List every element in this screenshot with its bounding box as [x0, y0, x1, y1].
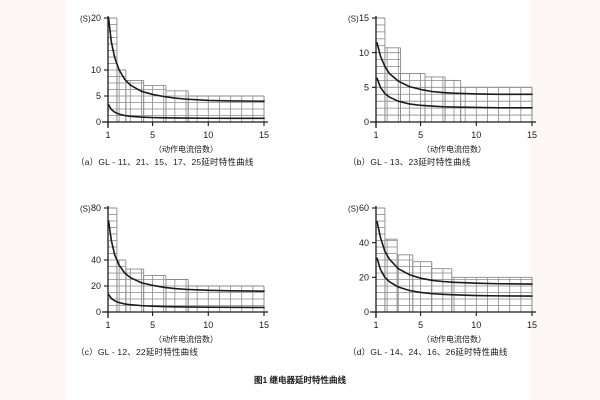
curves — [107, 17, 265, 120]
x-axis-title: （动作电流倍数） — [154, 144, 218, 154]
x-tick-label: 1 — [105, 130, 110, 140]
y-tick-label: 5 — [96, 91, 101, 101]
x-tick-label: 1 — [373, 130, 378, 140]
curve-lower-limit-curve — [107, 104, 265, 120]
curve-upper-limit-curve — [376, 221, 533, 285]
y-tick-label: 0 — [364, 117, 369, 127]
x-axis-title: （动作电流倍数） — [154, 334, 218, 344]
curve-lower-limit-curve — [376, 77, 533, 109]
y-tick-label: 60 — [359, 203, 369, 213]
figure-sheet — [67, 0, 530, 400]
axes — [370, 16, 536, 128]
chart-panel-c: 0 20 40 80 1 5 10 15 (S) （动作电流倍数） （c）GL - 12、22延时… — [72, 194, 272, 364]
chart-panel-a: 0 5 10 20 1 5 10 15 (S) （动作电流倍数） （a）GL - 11、21、15… — [72, 4, 272, 174]
grid-lines — [107, 207, 265, 313]
x-tick-label: 10 — [471, 320, 481, 330]
curve-lower-limit-curve — [376, 257, 533, 297]
x-tick-label: 5 — [150, 320, 155, 330]
axes — [102, 16, 268, 128]
grid-lines — [375, 207, 533, 313]
x-tick-label: 5 — [418, 320, 423, 330]
x-tick-label: 15 — [259, 320, 269, 330]
x-tick-label: 10 — [203, 320, 213, 330]
grid-lines — [107, 17, 265, 123]
curves — [376, 221, 533, 297]
y-axis-unit-label: (S) — [80, 15, 91, 24]
x-tick-label: 1 — [105, 320, 110, 330]
y-tick-label: 0 — [96, 307, 101, 317]
y-tick-label: 5 — [364, 83, 369, 93]
chart-panel-d: 0 20 40 60 1 5 10 15 (S) （动作电流倍数） （d）GL - 14、24、1… — [340, 194, 540, 364]
y-tick-label: 0 — [364, 307, 369, 317]
y-tick-label: 10 — [359, 48, 369, 58]
y-tick-label: 80 — [91, 203, 101, 213]
y-axis-unit-label: (S) — [80, 205, 91, 214]
y-axis-unit-label: (S) — [348, 205, 359, 214]
x-tick-label: 10 — [203, 130, 213, 140]
curve-upper-limit-curve — [376, 42, 533, 96]
y-tick-label: 15 — [359, 13, 369, 23]
x-tick-label: 10 — [471, 130, 481, 140]
panel-caption-d: （d）GL - 14、24、16、26延时特性曲线 — [348, 347, 508, 357]
y-tick-label: 10 — [91, 65, 101, 75]
y-tick-label: 0 — [96, 117, 101, 127]
x-tick-label: 15 — [527, 130, 537, 140]
curve-upper-limit-curve — [107, 220, 265, 292]
y-axis-unit-label: (S) — [348, 15, 359, 24]
curves — [376, 42, 533, 109]
y-tick-label: 20 — [91, 13, 101, 23]
chart-panel-b: 0 5 10 15 1 5 10 15 (S) （动作电流倍数） （b）GL - 13、23延时特… — [340, 4, 540, 174]
y-tick-label: 20 — [91, 281, 101, 291]
x-tick-label: 5 — [150, 130, 155, 140]
curve-upper-limit-curve — [107, 17, 265, 102]
y-tick-label: 20 — [359, 273, 369, 283]
x-tick-label: 15 — [527, 320, 537, 330]
curve-lower-limit-curve — [107, 293, 265, 309]
panel-caption-a: （a）GL - 11、21、15、17、25延时特性曲线 — [76, 157, 254, 167]
y-tick-label: 40 — [359, 238, 369, 248]
figure-caption: 图1 继电器延时特性曲线 — [253, 375, 347, 385]
panel-caption-b: （b）GL - 13、23延时特性曲线 — [348, 157, 471, 167]
x-tick-label: 15 — [259, 130, 269, 140]
x-axis-title: （动作电流倍数） — [422, 334, 486, 344]
x-tick-label: 5 — [418, 130, 423, 140]
x-axis-title: （动作电流倍数） — [422, 144, 486, 154]
x-tick-label: 1 — [373, 320, 378, 330]
curves — [107, 220, 265, 309]
axes — [102, 206, 268, 318]
panel-caption-c: （c）GL - 12、22延时特性曲线 — [76, 347, 199, 357]
y-tick-label: 40 — [91, 255, 101, 265]
axes — [370, 206, 536, 318]
